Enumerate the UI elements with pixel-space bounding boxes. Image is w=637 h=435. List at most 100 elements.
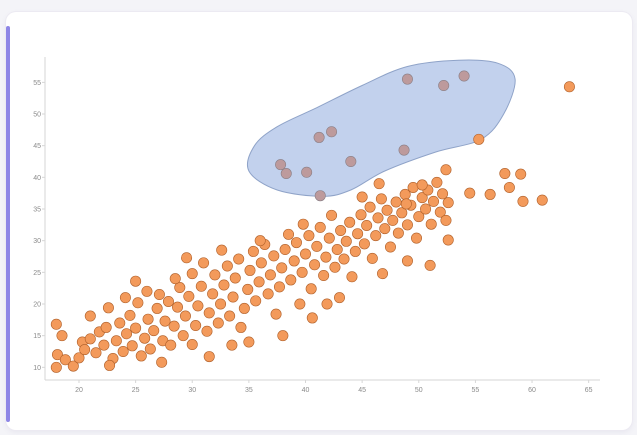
data-point[interactable] (536, 194, 548, 206)
data-point[interactable] (425, 218, 437, 230)
data-point[interactable] (320, 251, 332, 263)
data-point[interactable] (303, 230, 315, 242)
data-point[interactable] (416, 192, 428, 204)
data-point[interactable] (277, 330, 289, 342)
data-point[interactable] (216, 244, 228, 256)
data-point[interactable] (416, 179, 428, 191)
selected-data-point[interactable] (345, 156, 357, 168)
selected-data-point[interactable] (313, 131, 325, 143)
data-point[interactable] (221, 260, 233, 272)
data-point[interactable] (288, 255, 300, 267)
data-point[interactable] (59, 354, 71, 366)
data-point[interactable] (203, 307, 215, 319)
data-point[interactable] (84, 333, 96, 345)
data-point[interactable] (355, 209, 367, 221)
data-point[interactable] (242, 283, 254, 295)
data-point[interactable] (323, 232, 335, 244)
data-point[interactable] (130, 275, 142, 287)
data-point[interactable] (364, 201, 376, 213)
data-point[interactable] (56, 330, 68, 342)
data-point[interactable] (162, 295, 174, 307)
data-point[interactable] (243, 336, 255, 348)
data-point[interactable] (424, 259, 436, 271)
data-point[interactable] (165, 339, 177, 351)
data-point[interactable] (233, 253, 245, 265)
data-point[interactable] (300, 248, 312, 260)
data-point[interactable] (329, 261, 341, 273)
data-point[interactable] (132, 297, 144, 309)
data-point[interactable] (186, 268, 198, 280)
data-point[interactable] (333, 292, 345, 304)
data-point[interactable] (515, 168, 527, 180)
data-point[interactable] (440, 214, 452, 226)
data-point[interactable] (499, 168, 511, 180)
data-point[interactable] (279, 244, 291, 256)
data-point[interactable] (148, 325, 160, 337)
data-point[interactable] (151, 302, 163, 314)
selected-data-point[interactable] (275, 159, 287, 171)
data-point[interactable] (179, 310, 191, 322)
data-point[interactable] (314, 221, 326, 233)
data-point[interactable] (79, 344, 91, 356)
data-point[interactable] (262, 288, 274, 300)
data-point[interactable] (203, 351, 215, 363)
selected-data-point[interactable] (398, 144, 410, 156)
selected-data-point[interactable] (438, 80, 450, 92)
data-point[interactable] (121, 328, 133, 340)
data-point[interactable] (283, 228, 295, 240)
data-point[interactable] (420, 203, 432, 215)
data-point[interactable] (318, 269, 330, 281)
data-point[interactable] (144, 343, 156, 355)
data-point[interactable] (401, 255, 413, 267)
data-point[interactable] (305, 283, 317, 295)
data-point[interactable] (431, 176, 443, 188)
data-point[interactable] (255, 257, 267, 269)
data-point[interactable] (209, 269, 221, 281)
data-point[interactable] (124, 309, 136, 321)
data-point[interactable] (373, 178, 385, 190)
data-point[interactable] (215, 298, 227, 310)
data-point[interactable] (172, 301, 184, 313)
data-point[interactable] (100, 321, 112, 333)
data-point[interactable] (311, 240, 323, 252)
data-point[interactable] (169, 273, 181, 285)
data-point[interactable] (135, 350, 147, 362)
data-point[interactable] (384, 241, 396, 253)
scatter-chart[interactable]: 20 25 30 35 40 45 50 55 60 65 10 15 20 25 30 35 40 45 50 55 (6, 12, 632, 430)
data-point[interactable] (309, 259, 321, 271)
data-point[interactable] (372, 212, 384, 224)
data-point[interactable] (297, 218, 309, 230)
data-point[interactable] (270, 308, 282, 320)
data-point[interactable] (273, 281, 285, 293)
data-point[interactable] (464, 187, 476, 199)
data-point[interactable] (130, 322, 142, 334)
data-point[interactable] (67, 360, 79, 372)
data-point[interactable] (90, 347, 102, 359)
data-point[interactable] (276, 262, 288, 274)
data-point[interactable] (142, 313, 154, 325)
data-point[interactable] (346, 271, 358, 283)
data-point[interactable] (326, 209, 338, 221)
data-point[interactable] (563, 81, 575, 93)
data-point[interactable] (442, 197, 454, 209)
data-point[interactable] (335, 225, 347, 237)
data-point[interactable] (396, 207, 408, 219)
data-point[interactable] (50, 318, 62, 330)
data-point[interactable] (244, 264, 256, 276)
data-point[interactable] (141, 285, 153, 297)
data-point[interactable] (517, 195, 529, 207)
selected-data-point[interactable] (314, 190, 326, 202)
data-point[interactable] (285, 274, 297, 286)
data-point[interactable] (381, 204, 393, 216)
data-point[interactable] (183, 290, 195, 302)
data-point[interactable] (254, 235, 266, 247)
data-point[interactable] (168, 320, 180, 332)
data-point[interactable] (174, 282, 186, 294)
data-point[interactable] (473, 133, 485, 145)
data-point[interactable] (253, 276, 265, 288)
data-point[interactable] (250, 295, 262, 307)
data-point[interactable] (390, 196, 402, 208)
data-point[interactable] (114, 317, 126, 329)
data-point[interactable] (434, 206, 446, 218)
data-point[interactable] (102, 302, 114, 314)
